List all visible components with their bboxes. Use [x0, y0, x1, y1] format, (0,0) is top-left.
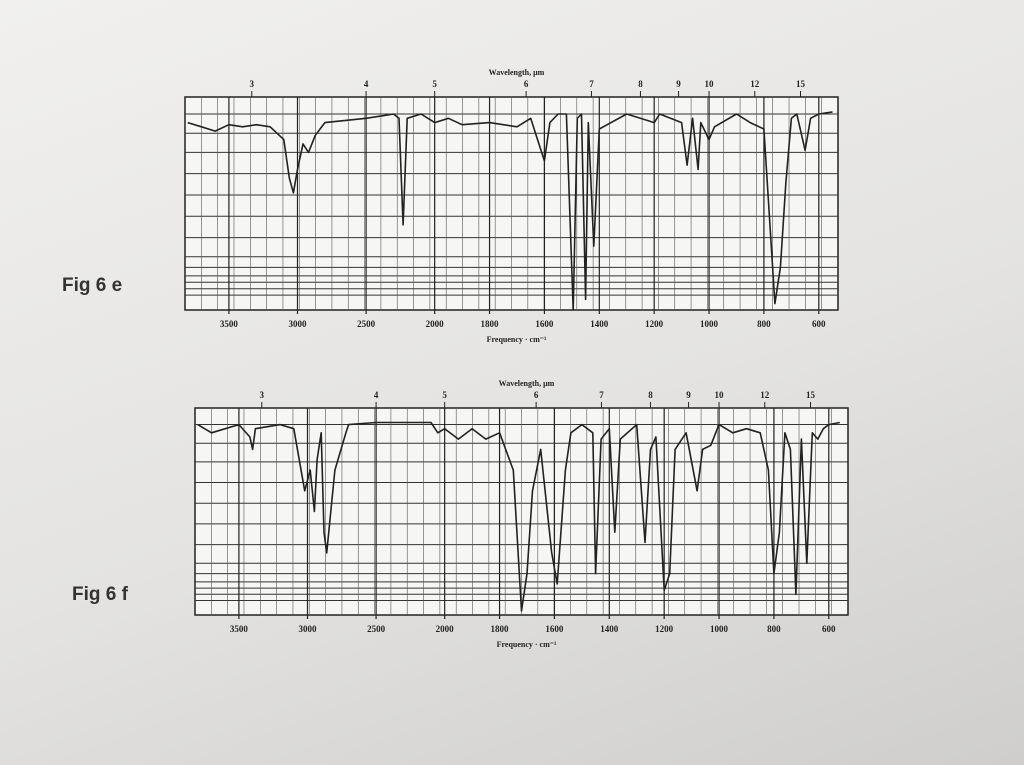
top-tick-label: 15 — [796, 79, 806, 89]
x-tick-label: 1400 — [600, 624, 619, 634]
x-tick-label: 1000 — [700, 319, 719, 329]
top-tick-label: 9 — [676, 79, 681, 89]
x-tick-label: 800 — [767, 624, 781, 634]
x-tick-label: 1200 — [655, 624, 674, 634]
x-axis-label: Frequency · cm⁻¹ — [497, 640, 557, 649]
x-tick-label: 3500 — [220, 319, 239, 329]
top-tick-label: 12 — [750, 79, 760, 89]
x-tick-label: 1800 — [491, 624, 510, 634]
spectrum-line — [187, 111, 833, 311]
x-tick-label: 3000 — [288, 319, 307, 329]
x-tick-label: 2000 — [426, 319, 445, 329]
x-tick-label: 1200 — [645, 319, 664, 329]
x-tick-label: 1800 — [481, 319, 500, 329]
x-tick-label: 600 — [812, 319, 826, 329]
figure-label: Fig 6 e — [62, 275, 122, 296]
top-axis-label: Wavelength, μm — [499, 379, 555, 388]
top-tick-label: 7 — [599, 390, 604, 400]
top-tick-label: 9 — [686, 390, 691, 400]
x-tick-label: 2500 — [357, 319, 376, 329]
x-tick-label: 2500 — [367, 624, 386, 634]
top-tick-label: 6 — [524, 79, 529, 89]
top-tick-label: 4 — [374, 390, 379, 400]
top-tick-label: 7 — [589, 79, 594, 89]
top-tick-label: 15 — [806, 390, 816, 400]
top-tick-label: 10 — [705, 79, 715, 89]
top-tick-label: 8 — [648, 390, 653, 400]
top-tick-label: 3 — [260, 390, 265, 400]
x-axis-label: Frequency · cm⁻¹ — [487, 335, 547, 344]
spectrum-line — [197, 421, 840, 612]
x-tick-label: 1600 — [545, 624, 564, 634]
figure-label: Fig 6 f — [72, 584, 129, 605]
x-tick-label: 3500 — [230, 624, 249, 634]
top-tick-label: 6 — [534, 390, 539, 400]
x-tick-label: 1000 — [710, 624, 729, 634]
x-tick-label: 3000 — [298, 624, 317, 634]
x-tick-label: 600 — [822, 624, 836, 634]
top-axis-label: Wavelength, μm — [489, 68, 545, 77]
x-tick-label: 800 — [757, 319, 771, 329]
top-tick-label: 8 — [638, 79, 643, 89]
top-tick-label: 10 — [715, 390, 725, 400]
x-tick-label: 1400 — [590, 319, 609, 329]
top-tick-label: 5 — [442, 390, 447, 400]
top-tick-label: 3 — [250, 79, 255, 89]
top-tick-label: 5 — [432, 79, 437, 89]
top-tick-label: 12 — [760, 390, 770, 400]
top-tick-label: 4 — [364, 79, 369, 89]
x-tick-label: 1600 — [535, 319, 554, 329]
x-tick-label: 2000 — [436, 624, 455, 634]
